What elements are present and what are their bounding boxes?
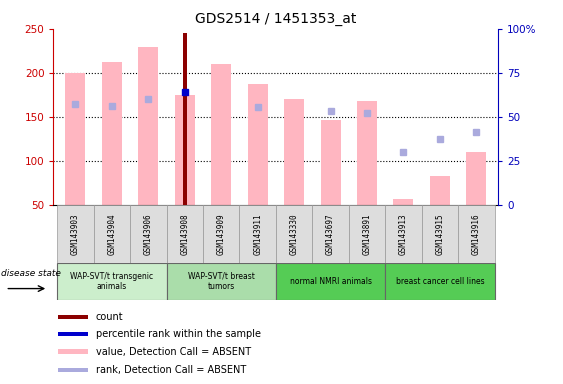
Text: GSM143903: GSM143903 xyxy=(71,214,80,255)
Bar xyxy=(130,205,167,263)
Text: count: count xyxy=(96,312,123,322)
Bar xyxy=(276,263,385,300)
Bar xyxy=(276,205,312,263)
Text: GSM143330: GSM143330 xyxy=(289,214,298,255)
Bar xyxy=(167,263,276,300)
Text: GSM143891: GSM143891 xyxy=(363,214,372,255)
Bar xyxy=(385,205,422,263)
Bar xyxy=(65,73,86,205)
Text: GSM143913: GSM143913 xyxy=(399,214,408,255)
Bar xyxy=(349,205,385,263)
Bar xyxy=(312,205,349,263)
Bar xyxy=(422,205,458,263)
Text: breast cancer cell lines: breast cancer cell lines xyxy=(396,277,484,286)
Text: GSM143908: GSM143908 xyxy=(180,214,189,255)
Text: WAP-SVT/t breast
tumors: WAP-SVT/t breast tumors xyxy=(187,271,254,291)
Text: GSM143909: GSM143909 xyxy=(217,214,226,255)
Bar xyxy=(102,62,122,205)
Bar xyxy=(385,263,495,300)
Text: GSM143906: GSM143906 xyxy=(144,214,153,255)
Bar xyxy=(138,47,158,205)
Bar xyxy=(59,368,88,372)
Bar xyxy=(57,263,167,300)
Text: GSM143904: GSM143904 xyxy=(108,214,117,255)
Text: rank, Detection Call = ABSENT: rank, Detection Call = ABSENT xyxy=(96,365,246,375)
Text: disease state: disease state xyxy=(1,270,61,278)
Text: normal NMRI animals: normal NMRI animals xyxy=(289,277,372,286)
Bar xyxy=(59,315,88,319)
Text: GSM143697: GSM143697 xyxy=(326,214,335,255)
Title: GDS2514 / 1451353_at: GDS2514 / 1451353_at xyxy=(195,12,356,26)
Bar xyxy=(203,205,239,263)
Bar xyxy=(93,205,130,263)
Text: percentile rank within the sample: percentile rank within the sample xyxy=(96,329,261,339)
Bar xyxy=(320,120,341,205)
Bar xyxy=(175,95,195,205)
Bar xyxy=(182,33,187,205)
Text: WAP-SVT/t transgenic
animals: WAP-SVT/t transgenic animals xyxy=(70,271,153,291)
Bar xyxy=(167,205,203,263)
Bar xyxy=(466,152,486,205)
Bar xyxy=(394,199,413,205)
Bar xyxy=(211,64,231,205)
Bar xyxy=(59,349,88,354)
Bar xyxy=(59,332,88,336)
Text: GSM143916: GSM143916 xyxy=(472,214,481,255)
Bar xyxy=(458,205,495,263)
Bar xyxy=(357,101,377,205)
Bar xyxy=(239,205,276,263)
Text: value, Detection Call = ABSENT: value, Detection Call = ABSENT xyxy=(96,347,251,357)
Bar xyxy=(57,205,93,263)
Text: GSM143911: GSM143911 xyxy=(253,214,262,255)
Bar xyxy=(248,84,267,205)
Text: GSM143915: GSM143915 xyxy=(435,214,444,255)
Bar xyxy=(284,99,304,205)
Bar xyxy=(430,176,450,205)
